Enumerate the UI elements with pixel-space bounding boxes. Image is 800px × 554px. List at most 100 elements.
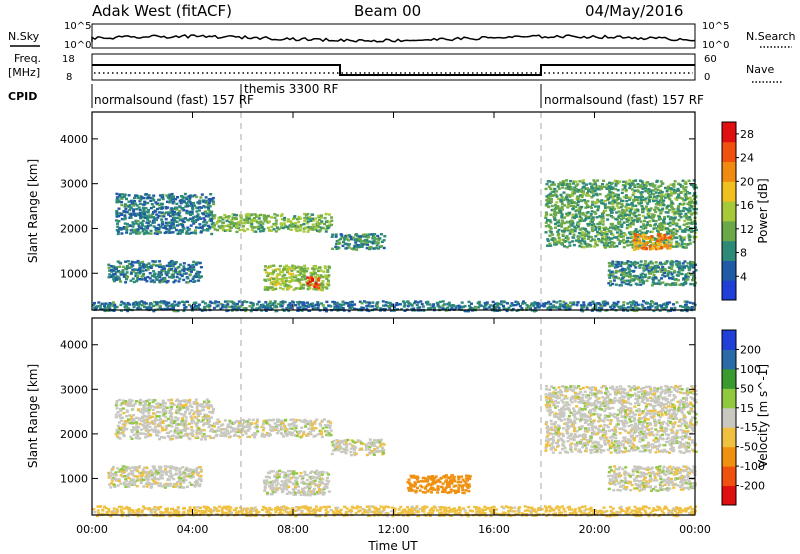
echo-cell	[605, 183, 609, 186]
echo-cell	[553, 216, 557, 220]
echo-cell	[650, 284, 654, 287]
echo-cell	[141, 213, 145, 216]
echo-cell	[545, 195, 549, 198]
echo-cell	[666, 187, 670, 190]
echo-cell	[585, 245, 589, 248]
echo-cell	[658, 222, 662, 226]
echo-cell	[598, 239, 602, 243]
echo-cell	[652, 214, 656, 217]
echo-cell	[651, 197, 655, 200]
echo-cell	[640, 204, 644, 208]
echo-cell	[231, 213, 235, 216]
echo-cell	[560, 222, 564, 225]
echo-cell	[669, 191, 673, 195]
echo-cell	[167, 424, 171, 427]
echo-cell	[311, 283, 315, 286]
echo-cell	[689, 199, 693, 202]
echo-cell	[620, 261, 624, 264]
echo-cell	[640, 278, 644, 282]
echo-cell	[122, 411, 126, 415]
echo-cell	[256, 430, 260, 433]
echo-cell	[368, 438, 372, 441]
echo-cell	[607, 197, 611, 201]
echo-cell	[352, 236, 356, 239]
echo-cell	[185, 232, 188, 235]
echo-cell	[659, 211, 663, 215]
echo-cell	[688, 204, 692, 207]
echo-cell	[588, 182, 592, 185]
echo-cell	[652, 276, 655, 280]
echo-cell	[574, 187, 578, 191]
echo-cell	[153, 422, 157, 425]
echo-cell	[334, 235, 338, 238]
echo-cell	[138, 401, 142, 405]
echo-cell	[687, 179, 691, 183]
echo-cell	[587, 188, 590, 192]
echo-cell	[127, 307, 130, 310]
echo-cell	[578, 244, 582, 248]
echo-cell	[607, 193, 611, 196]
echo-cell	[623, 271, 627, 274]
echo-cell	[312, 219, 316, 222]
echo-cell	[184, 272, 188, 275]
echo-cell	[619, 273, 623, 277]
echo-cell	[596, 198, 600, 202]
echo-cell	[186, 407, 190, 410]
echo-cell	[175, 220, 179, 223]
echo-cell	[213, 214, 217, 217]
echo-cell	[622, 241, 626, 245]
echo-cell	[136, 469, 140, 473]
echo-cell	[132, 208, 136, 211]
echo-cell	[157, 214, 161, 218]
echo-cell	[198, 261, 202, 265]
echo-cell	[626, 274, 629, 278]
echo-cell	[680, 240, 684, 243]
echo-cell	[297, 287, 300, 290]
echo-cell	[379, 438, 383, 442]
echo-cell	[200, 438, 204, 441]
echo-cell	[131, 201, 134, 205]
echo-cell	[159, 225, 163, 229]
echo-cell	[367, 236, 371, 239]
echo-cell	[136, 228, 140, 231]
echo-cell	[179, 232, 182, 235]
echo-cell	[676, 210, 680, 213]
echo-cell	[254, 226, 258, 229]
echo-cell	[609, 207, 613, 210]
echo-cell	[636, 189, 640, 192]
echo-cell	[316, 302, 320, 305]
echo-cell	[258, 230, 262, 233]
echo-cell	[605, 213, 609, 217]
echo-cell	[182, 303, 186, 307]
echo-cell	[616, 238, 620, 241]
echo-cell	[689, 218, 693, 221]
echo-cell	[557, 219, 561, 222]
echo-cell	[655, 247, 659, 251]
echo-cell	[161, 193, 165, 197]
echo-cell	[161, 206, 164, 210]
echo-cell	[202, 220, 206, 224]
echo-cell	[594, 235, 598, 238]
echo-cell	[314, 280, 318, 284]
echo-cell	[187, 200, 190, 203]
echo-cell	[132, 433, 136, 436]
echo-cell	[662, 219, 665, 222]
echo-cell	[291, 222, 295, 226]
echo-cell	[116, 411, 120, 414]
echo-cell	[321, 275, 325, 279]
echo-cell	[365, 246, 369, 250]
echo-cell	[259, 220, 263, 223]
echo-cell	[312, 265, 316, 268]
echo-cell	[586, 199, 590, 203]
echo-cell	[689, 273, 693, 276]
echo-cell	[287, 266, 291, 269]
echo-cell	[660, 198, 664, 202]
echo-cell	[198, 223, 202, 226]
echo-cell	[151, 260, 155, 263]
echo-cell	[656, 194, 660, 198]
echo-cell	[630, 201, 634, 205]
echo-cell	[631, 182, 635, 185]
echo-cell	[607, 213, 611, 217]
echo-cell	[660, 263, 664, 266]
